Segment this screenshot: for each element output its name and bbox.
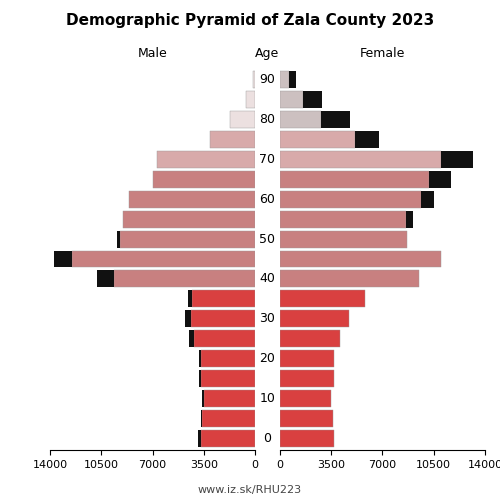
Bar <box>280 171 430 188</box>
Text: 60: 60 <box>260 193 276 206</box>
Bar <box>280 410 332 426</box>
Text: 40: 40 <box>260 272 276 285</box>
Bar <box>280 350 334 367</box>
Bar <box>190 310 255 327</box>
Bar <box>157 151 255 168</box>
Bar <box>280 191 420 208</box>
Bar <box>201 370 255 387</box>
Bar <box>280 111 321 128</box>
Bar <box>152 171 255 188</box>
Bar <box>198 430 201 446</box>
Text: 90: 90 <box>260 74 276 86</box>
Bar <box>246 92 255 108</box>
Bar <box>189 330 194 347</box>
Bar <box>185 310 190 327</box>
Bar <box>280 72 289 88</box>
Bar <box>201 350 255 367</box>
Bar <box>280 330 340 347</box>
Bar <box>420 191 434 208</box>
Bar <box>280 250 441 268</box>
Bar <box>280 270 419 287</box>
Bar <box>280 92 303 108</box>
Bar <box>280 131 354 148</box>
Bar <box>406 210 413 228</box>
Bar <box>280 210 406 228</box>
Text: 10: 10 <box>260 392 276 405</box>
Bar <box>280 370 334 387</box>
Bar <box>201 410 202 426</box>
Bar <box>129 191 255 208</box>
Bar <box>280 230 407 248</box>
Text: Demographic Pyramid of Zala County 2023: Demographic Pyramid of Zala County 2023 <box>66 12 434 28</box>
Bar <box>200 370 201 387</box>
Bar <box>210 131 255 148</box>
Bar <box>192 290 255 307</box>
Text: 30: 30 <box>260 312 276 325</box>
Text: 0: 0 <box>264 432 272 444</box>
Bar <box>118 230 120 248</box>
Bar <box>72 250 255 268</box>
Bar <box>194 330 255 347</box>
Bar <box>253 72 255 88</box>
Bar <box>200 350 201 367</box>
Bar <box>430 171 452 188</box>
Bar <box>321 111 350 128</box>
Bar <box>97 270 114 287</box>
Title: Age: Age <box>256 47 280 60</box>
Bar <box>204 390 255 406</box>
Bar <box>120 230 255 248</box>
Bar <box>202 390 204 406</box>
Bar <box>441 151 474 168</box>
Title: Male: Male <box>138 47 168 60</box>
Text: 20: 20 <box>260 352 276 365</box>
Bar <box>54 250 72 268</box>
Bar <box>202 410 255 426</box>
Text: 80: 80 <box>260 113 276 126</box>
Bar <box>280 310 348 327</box>
Bar <box>280 390 331 406</box>
Text: 70: 70 <box>260 153 276 166</box>
Bar <box>354 131 380 148</box>
Bar <box>304 92 322 108</box>
Bar <box>201 430 255 446</box>
Bar <box>230 111 255 128</box>
Text: www.iz.sk/RHU223: www.iz.sk/RHU223 <box>198 485 302 495</box>
Bar <box>280 430 334 446</box>
Bar <box>280 151 441 168</box>
Bar <box>188 290 192 307</box>
Bar <box>280 290 365 307</box>
Title: Female: Female <box>360 47 405 60</box>
Bar <box>124 210 255 228</box>
Bar <box>290 72 296 88</box>
Bar <box>114 270 255 287</box>
Text: 50: 50 <box>260 232 276 245</box>
